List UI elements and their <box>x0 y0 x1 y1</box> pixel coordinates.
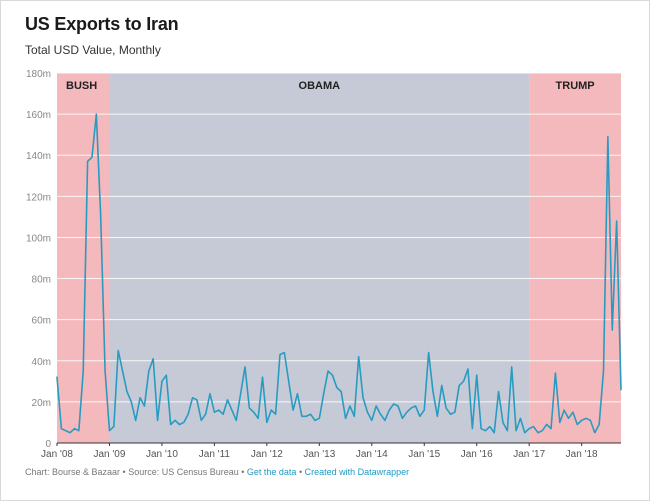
y-tick-label: 60m <box>32 316 51 327</box>
y-tick-label: 0 <box>45 439 51 450</box>
chart-subtitle: Total USD Value, Monthly <box>25 43 161 57</box>
era-band-obama <box>109 73 530 443</box>
chart-title: US Exports to Iran <box>25 14 179 34</box>
era-bands <box>57 73 621 443</box>
x-tick-label: Jan '13 <box>303 449 335 460</box>
x-axis-ticks: Jan '08 Jan '09 Jan '10 Jan '11 Jan '12 Jan '… <box>41 443 598 460</box>
x-tick-label: Jan '16 <box>461 449 493 460</box>
get-data-link[interactable]: Get the data <box>246 467 297 477</box>
y-tick-label: 140m <box>26 151 51 162</box>
footer-separator: • <box>296 467 305 477</box>
x-tick-label: Jan '12 <box>251 449 283 460</box>
x-tick-label: Jan '10 <box>146 449 178 460</box>
y-tick-label: 40m <box>32 357 51 368</box>
data-series <box>56 113 622 434</box>
y-tick-label: 160m <box>26 110 51 121</box>
series-line <box>56 113 622 434</box>
y-axis-ticks: 0 20m 40m 60m 80m 100m 120m 140m 160m 180m <box>26 69 51 450</box>
y-tick-label: 20m <box>32 398 51 409</box>
era-label: TRUMP <box>556 80 595 92</box>
chart-footer: Chart: Bourse & Bazaar • Source: US Cens… <box>25 467 409 477</box>
x-tick-label: Jan '11 <box>199 449 231 460</box>
y-tick-label: 80m <box>32 275 51 286</box>
x-tick-label: Jan '15 <box>408 449 440 460</box>
era-band-trump <box>529 73 621 443</box>
gridlines <box>57 72 621 444</box>
era-label: OBAMA <box>299 80 341 92</box>
x-tick-label: Jan '14 <box>356 449 388 460</box>
x-tick-label: Jan '18 <box>566 449 598 460</box>
y-tick-label: 100m <box>26 233 51 244</box>
datawrapper-link[interactable]: Created with Datawrapper <box>304 467 410 477</box>
x-tick-label: Jan '09 <box>93 449 125 460</box>
x-tick-label: Jan '17 <box>513 449 545 460</box>
era-labels: BUSH OBAMA TRUMP <box>66 80 595 92</box>
era-label: BUSH <box>66 80 97 92</box>
y-tick-label: 180m <box>26 69 51 80</box>
x-tick-label: Jan '08 <box>41 449 73 460</box>
source-credit: Chart: Bourse & Bazaar • Source: US Cens… <box>25 467 247 477</box>
y-tick-label: 120m <box>26 192 51 203</box>
